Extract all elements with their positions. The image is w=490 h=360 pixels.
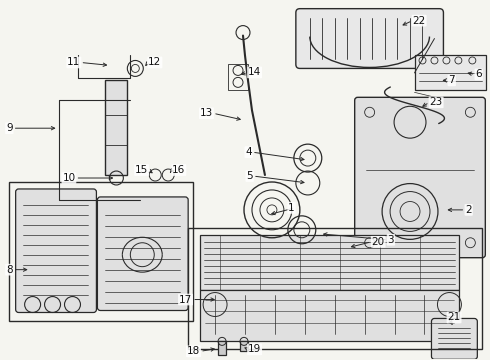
Text: 14: 14 xyxy=(248,67,261,77)
Bar xyxy=(200,289,460,341)
FancyBboxPatch shape xyxy=(355,97,485,258)
Text: 13: 13 xyxy=(200,108,213,118)
Bar xyxy=(105,80,127,175)
Text: 10: 10 xyxy=(62,173,75,183)
Text: 23: 23 xyxy=(429,97,443,107)
Text: 21: 21 xyxy=(447,312,461,323)
Text: 11: 11 xyxy=(67,58,80,67)
Text: 22: 22 xyxy=(413,15,426,26)
Text: 19: 19 xyxy=(248,345,261,354)
Text: 6: 6 xyxy=(475,69,482,80)
Text: 4: 4 xyxy=(245,147,252,157)
Text: 5: 5 xyxy=(246,171,253,181)
Text: 18: 18 xyxy=(187,346,200,356)
Bar xyxy=(240,341,248,351)
FancyBboxPatch shape xyxy=(98,197,188,310)
Bar xyxy=(188,228,482,349)
Text: 3: 3 xyxy=(388,235,394,245)
Text: 17: 17 xyxy=(179,294,192,305)
FancyBboxPatch shape xyxy=(16,189,97,312)
Text: 20: 20 xyxy=(371,237,385,247)
FancyBboxPatch shape xyxy=(432,319,477,359)
Text: 15: 15 xyxy=(135,165,148,175)
Text: 2: 2 xyxy=(466,205,472,215)
Text: 1: 1 xyxy=(288,203,295,213)
Bar xyxy=(218,341,226,355)
Bar xyxy=(415,55,486,90)
Bar xyxy=(9,182,193,321)
Bar xyxy=(228,64,248,90)
Text: 12: 12 xyxy=(148,58,162,67)
Text: 16: 16 xyxy=(172,165,185,175)
Text: 9: 9 xyxy=(6,123,13,133)
Bar xyxy=(200,235,460,289)
Text: 8: 8 xyxy=(6,265,13,275)
Text: 7: 7 xyxy=(448,75,455,85)
FancyBboxPatch shape xyxy=(296,9,443,68)
